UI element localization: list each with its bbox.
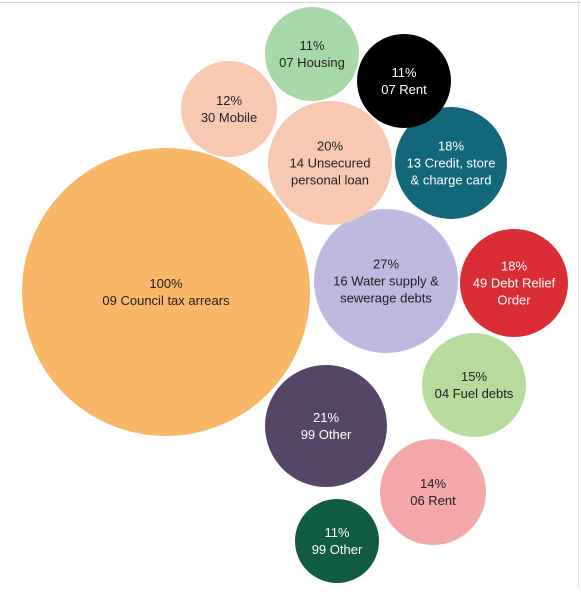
bubble-06-rent: 14% 06 Rent — [380, 439, 486, 545]
bubble-07-rent-percent: 11% — [391, 65, 416, 80]
bubble-16-water-supply-and-sewerage-debts-circle — [314, 209, 458, 353]
bubble-16-water-supply-and-sewerage-debts: 27% 16 Water supply & sewerage debts — [314, 209, 458, 353]
bubble-06-rent-circle — [380, 439, 486, 545]
bubble-07-rent-circle — [357, 34, 451, 128]
bubble-07-housing-percent: 11% — [299, 38, 324, 53]
bubble-13-credit-store-and-charge-card-label-2: & charge card — [411, 172, 492, 187]
bubble-07-housing-label-1: 07 Housing — [279, 55, 345, 70]
bubble-04-fuel-debts-circle — [422, 333, 526, 437]
bubble-14-unsecured-personal-loan-percent: 20% — [317, 138, 343, 153]
bubble-13-credit-store-and-charge-card-percent: 18% — [438, 138, 464, 153]
bubble-99-other-percent: 11% — [324, 525, 349, 540]
bubble-13-credit-store-and-charge-card-label-1: 13 Credit, store — [407, 155, 496, 170]
bubble-16-water-supply-and-sewerage-debts-label-2: sewerage debts — [340, 290, 432, 305]
bubble-07-housing-circle — [265, 7, 359, 101]
bubble-49-debt-relief-order-label-2: Order — [497, 292, 531, 307]
bubble-09-council-tax-arrears-label-1: 09 Council tax arrears — [102, 293, 230, 308]
bubble-07-housing: 11% 07 Housing — [265, 7, 359, 101]
bubble-99-other-percent: 21% — [313, 410, 339, 425]
bubble-99-other: 11% 99 Other — [295, 499, 379, 583]
bubble-16-water-supply-and-sewerage-debts-label-1: 16 Water supply & — [333, 273, 439, 288]
bubble-49-debt-relief-order-circle — [460, 229, 568, 337]
bubble-99-other-circle — [265, 365, 387, 487]
bubble-30-mobile-label-1: 30 Mobile — [201, 110, 257, 125]
bubble-49-debt-relief-order-percent: 18% — [501, 258, 527, 273]
right-border — [578, 0, 579, 588]
bubble-09-council-tax-arrears-circle — [22, 148, 310, 436]
bubble-14-unsecured-personal-loan-circle — [268, 101, 392, 225]
bubble-13-credit-store-and-charge-card: 18% 13 Credit, store & charge card — [395, 107, 507, 219]
bubble-09-council-tax-arrears: 100% 09 Council tax arrears — [22, 148, 310, 436]
bubble-14-unsecured-personal-loan-label-1: 14 Unsecured — [290, 155, 371, 170]
top-border — [0, 2, 581, 3]
bubble-09-council-tax-arrears-percent: 100% — [149, 276, 183, 291]
bubble-99-other-label-1: 99 Other — [312, 542, 363, 557]
bubble-04-fuel-debts: 15% 04 Fuel debts — [422, 333, 526, 437]
bubble-49-debt-relief-order-label-1: 49 Debt Relief — [473, 275, 556, 290]
bubble-99-other: 21% 99 Other — [265, 365, 387, 487]
bubble-04-fuel-debts-percent: 15% — [461, 369, 487, 384]
bubble-13-credit-store-and-charge-card-circle — [395, 107, 507, 219]
bubble-99-other-label-1: 99 Other — [301, 427, 352, 442]
bubble-16-water-supply-and-sewerage-debts-percent: 27% — [373, 256, 399, 271]
bubble-07-rent-label-1: 07 Rent — [381, 82, 427, 97]
bubble-14-unsecured-personal-loan: 20% 14 Unsecured personal loan — [268, 101, 392, 225]
bubble-49-debt-relief-order: 18% 49 Debt Relief Order — [460, 229, 568, 337]
bubble-30-mobile-percent: 12% — [216, 93, 242, 108]
bubble-06-rent-percent: 14% — [420, 476, 446, 491]
bubble-30-mobile: 12% 30 Mobile — [181, 61, 277, 157]
bubble-30-mobile-circle — [181, 61, 277, 157]
bubble-07-rent: 11% 07 Rent — [357, 34, 451, 128]
bubble-99-other-circle — [295, 499, 379, 583]
bubble-06-rent-label-1: 06 Rent — [410, 493, 456, 508]
bubble-04-fuel-debts-label-1: 04 Fuel debts — [435, 386, 514, 401]
bubble-14-unsecured-personal-loan-label-2: personal loan — [291, 172, 369, 187]
